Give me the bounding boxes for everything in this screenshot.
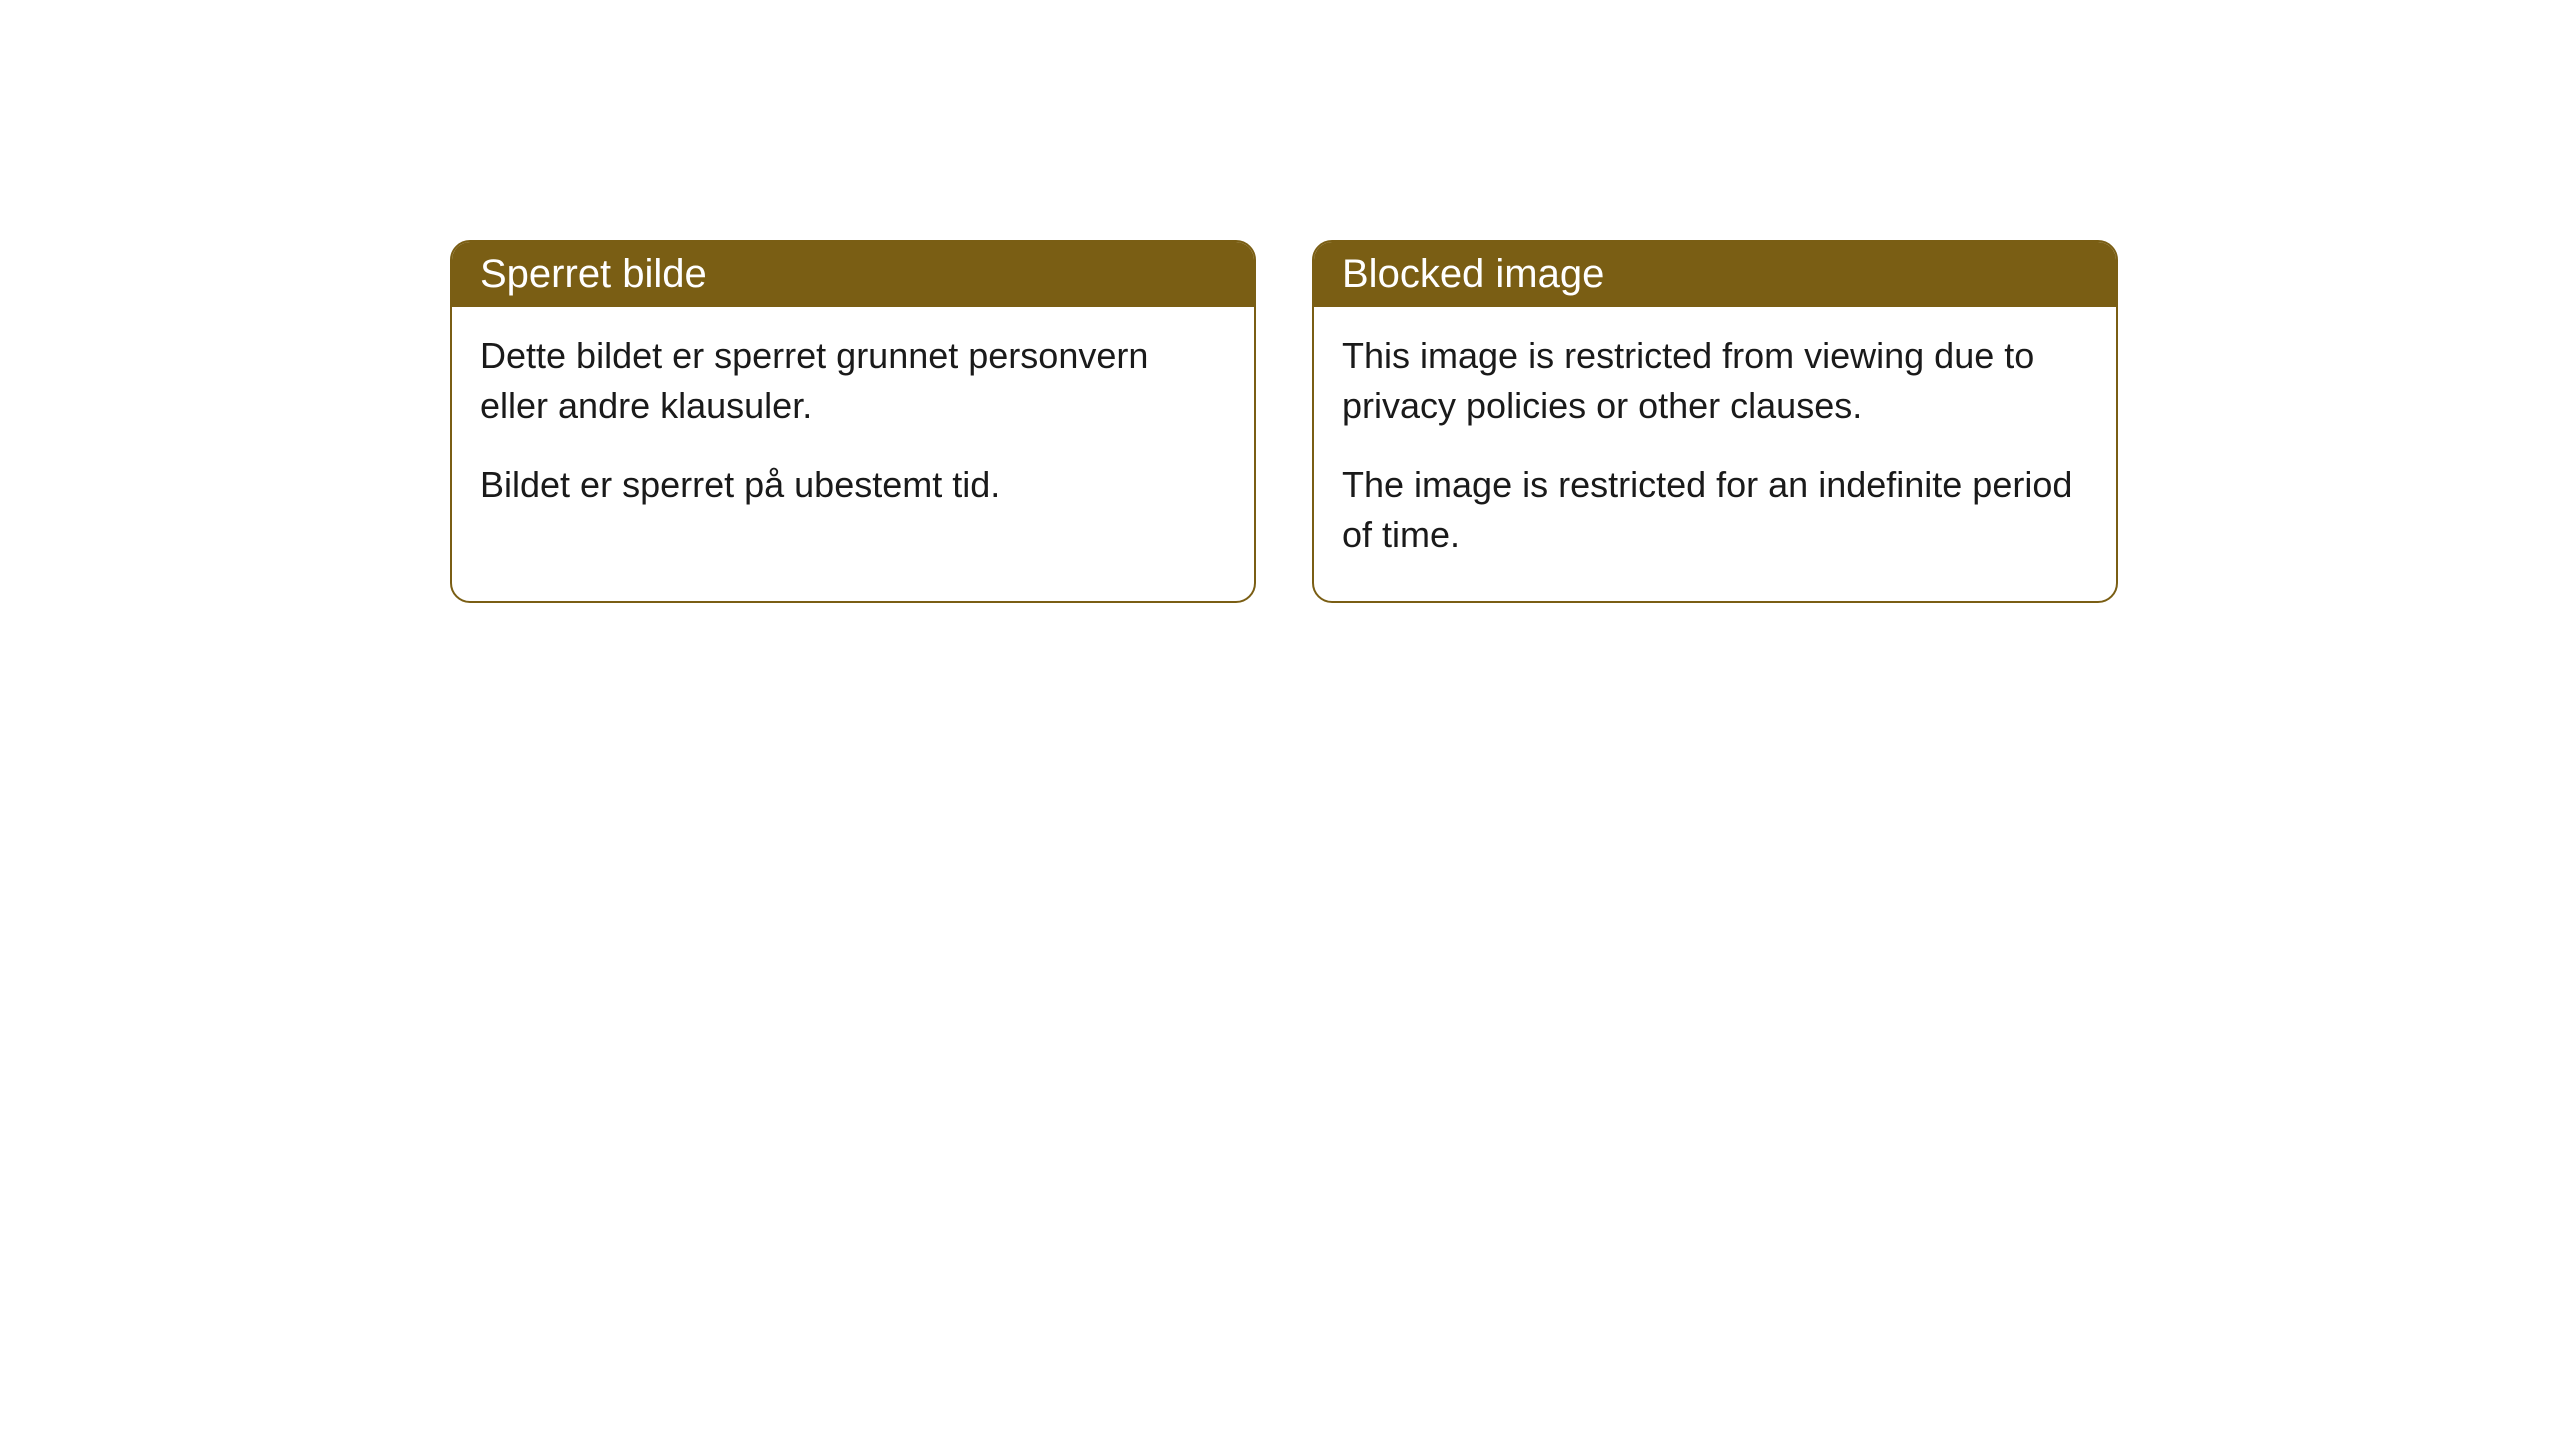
blocked-image-card-english: Blocked image This image is restricted f… xyxy=(1312,240,2118,603)
card-header: Sperret bilde xyxy=(452,242,1254,307)
card-paragraph: Bildet er sperret på ubestemt tid. xyxy=(480,460,1226,510)
notice-cards-container: Sperret bilde Dette bildet er sperret gr… xyxy=(450,240,2118,603)
card-body: This image is restricted from viewing du… xyxy=(1314,307,2116,601)
card-title: Blocked image xyxy=(1342,252,1604,296)
card-paragraph: Dette bildet er sperret grunnet personve… xyxy=(480,331,1226,432)
card-paragraph: The image is restricted for an indefinit… xyxy=(1342,460,2088,561)
card-title: Sperret bilde xyxy=(480,252,707,296)
card-paragraph: This image is restricted from viewing du… xyxy=(1342,331,2088,432)
card-header: Blocked image xyxy=(1314,242,2116,307)
card-body: Dette bildet er sperret grunnet personve… xyxy=(452,307,1254,550)
blocked-image-card-norwegian: Sperret bilde Dette bildet er sperret gr… xyxy=(450,240,1256,603)
